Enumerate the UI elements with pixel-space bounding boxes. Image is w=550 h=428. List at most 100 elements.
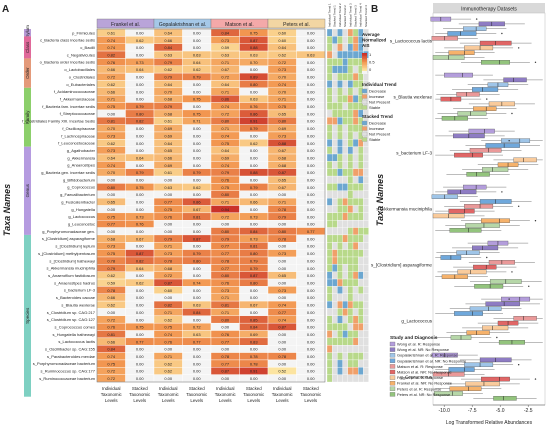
- trend-cell: [332, 87, 338, 96]
- trend-cell: [332, 345, 338, 353]
- trend-side-columns: Individual Trend 1 Stacked Trend 1 Individ…: [326, 3, 369, 383]
- trend-cell: [337, 197, 343, 206]
- trend-cell: [342, 153, 348, 162]
- trend-cell: [342, 36, 348, 44]
- trend-cell: [337, 359, 343, 368]
- column-label: Stacked: [246, 386, 262, 391]
- trend-cell: [326, 146, 333, 155]
- trend-cell: [352, 205, 359, 214]
- heatmap-value: 0.60: [278, 38, 287, 43]
- panel-b-x-axis: -10.0 -7.5 -5.0 -2.5: [433, 404, 545, 414]
- trend-cell: [352, 315, 359, 324]
- heatmap-value: 0.00: [193, 361, 202, 366]
- heatmap-value: 0.73: [278, 288, 287, 293]
- legend-item: Frankel et al. NR: No Response: [397, 381, 452, 386]
- heatmap-value: 0.00: [278, 222, 287, 227]
- trend-cell: [342, 146, 348, 155]
- heatmap-value: 0.75: [136, 185, 145, 190]
- trend-cell: [347, 87, 354, 96]
- legend-item: Increase: [369, 126, 385, 131]
- taxon-label: f_Lachnospiraceae: [61, 133, 96, 138]
- trend-cell: [352, 131, 359, 140]
- trend-cell: [337, 36, 343, 44]
- trend-cell: [363, 330, 369, 339]
- heatmap-value: 0.00: [164, 178, 173, 183]
- panel-b-y-axis-label: Taxa Names: [375, 174, 385, 226]
- heatmap-value: 0.68: [278, 163, 287, 168]
- study-header: [267, 18, 326, 29]
- color-scale-tick: 1: [369, 52, 372, 57]
- heatmap-value: 0.65: [107, 200, 116, 205]
- heatmap-value: 0.00: [307, 60, 316, 65]
- trend-cell: [363, 256, 369, 265]
- legend-item: Stable: [369, 105, 381, 110]
- trend-cell: [347, 124, 354, 133]
- trend-cell: [342, 124, 348, 133]
- taxa-labels: p_Firmicutes c_Bacteria class incertae se…: [22, 30, 96, 381]
- heatmap-value: 0.72: [107, 75, 116, 80]
- heatmap-value: 0.77: [221, 339, 230, 344]
- trend-cell: [347, 80, 354, 88]
- heatmap-value: 0.80: [221, 119, 230, 124]
- column-label: Levels: [162, 398, 175, 403]
- trend-cell: [358, 242, 364, 250]
- taxon-label: o_Clostridiales: [69, 74, 95, 79]
- heatmap-value: 0.71: [278, 200, 287, 205]
- trend-cell: [342, 139, 348, 147]
- heatmap-value: 0.75: [107, 104, 116, 109]
- trend-cell: [342, 87, 348, 96]
- boxplot-box: [465, 381, 500, 387]
- trend-cell: [332, 50, 338, 59]
- taxonomic-level-strip: [24, 234, 31, 397]
- trend-cell: [337, 161, 343, 169]
- trend-cell: [342, 234, 348, 243]
- heatmap-value: 0.00: [221, 347, 230, 352]
- heatmap-value: 0.81: [221, 303, 230, 308]
- trend-cell: [352, 256, 359, 265]
- boxplot-outlier: [511, 112, 513, 115]
- heatmap-value: 0.00: [250, 347, 259, 352]
- taxon-label: s_Ruminococcaceae bacterium: [39, 376, 95, 381]
- heatmap-value: 0.80: [278, 229, 287, 234]
- heatmap-value: 0.72: [107, 369, 116, 374]
- heatmap-value: 0.89: [250, 75, 259, 80]
- heatmap-value: 0.62: [164, 361, 173, 366]
- heatmap-value: 0.70: [107, 170, 116, 175]
- heatmap-value: 0.72: [107, 376, 116, 381]
- legend-item: Peters et al. R: Response: [397, 386, 441, 391]
- heatmap-value: 0.63: [164, 53, 173, 58]
- boxplot-box: [472, 245, 499, 251]
- heatmap-value: 0.00: [307, 258, 316, 263]
- trend-cell: [352, 72, 359, 81]
- trend-cell: [363, 352, 369, 361]
- trend-cell: [347, 65, 354, 74]
- study-header-label: Gopalakrishnan et al.: [159, 22, 206, 28]
- heatmap-value: 0.00: [164, 222, 173, 227]
- heatmap-value: 0.00: [250, 222, 259, 227]
- taxon-label: s_Ruminococcus sp. CAG:177: [41, 369, 96, 374]
- taxon-label: s_Anaerostipes hadrus: [54, 280, 95, 285]
- trend-cell: [352, 330, 359, 339]
- heatmap-value: 0.84: [250, 325, 259, 330]
- taxonomic-level-strip: [24, 87, 31, 147]
- trend-cell: [352, 65, 359, 74]
- legend-item: Gopalakrishnan et al. R: Response: [397, 353, 457, 358]
- heatmap-value: 0.63: [193, 303, 202, 308]
- trend-cell: [337, 190, 343, 199]
- trend-cell: [342, 43, 348, 52]
- trend-cell: [326, 87, 333, 96]
- trend-cell: [326, 242, 333, 250]
- boxplot-box: [449, 386, 482, 391]
- heatmap-value: 0.70: [278, 89, 287, 94]
- heatmap-value: 0.75: [107, 361, 116, 366]
- boxplot-box: [447, 189, 477, 195]
- legend-swatch: [361, 137, 368, 142]
- trend-cell: [342, 58, 348, 66]
- trend-cell: [337, 367, 343, 375]
- heatmap-value: 0.79: [164, 236, 173, 241]
- x-tick-label: -5.0: [496, 408, 505, 414]
- heatmap-value: 0.00: [307, 317, 316, 322]
- trend-cell: [352, 234, 359, 243]
- trend-cell: [332, 220, 338, 228]
